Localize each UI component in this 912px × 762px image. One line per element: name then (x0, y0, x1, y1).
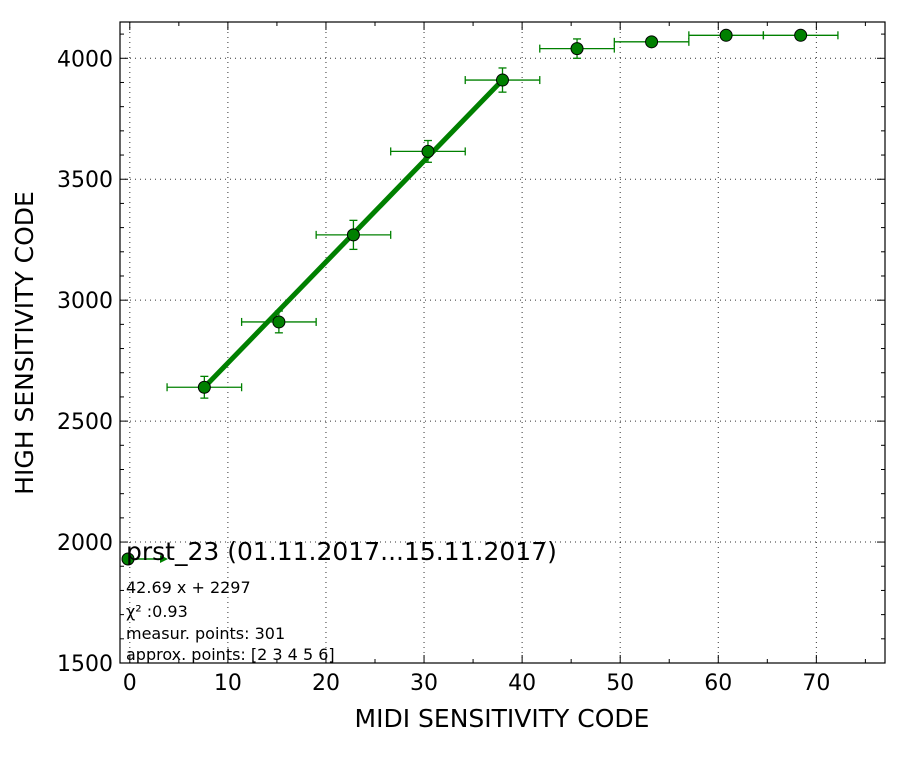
legend-title: prst_23 (01.11.2017...15.11.2017) (126, 537, 557, 566)
data-point-group (762, 28, 839, 42)
plot-frame (119, 21, 886, 664)
data-point (645, 35, 659, 49)
data-point (719, 28, 733, 42)
data-point (570, 42, 584, 56)
y-tick-label: 4000 (57, 47, 113, 72)
y-axis-title: HIGH SENSITIVITY CODE (10, 191, 39, 495)
x-tick-label: 0 (123, 671, 137, 696)
x-tick-label: 10 (214, 671, 242, 696)
y-tick-label: 1500 (57, 652, 113, 677)
axes-layer: 0 10 20 30 40 50 60 70 1500 2000 2500 3000 3500 4000 (57, 21, 886, 696)
y-tick-label: 2500 (57, 410, 113, 435)
data-point-group (464, 67, 541, 93)
data-point-group (166, 375, 243, 399)
data-point (197, 380, 211, 394)
data-point (346, 228, 360, 242)
legend-equation: 42.69 x + 2297 (126, 578, 251, 597)
grid-layer (120, 22, 885, 664)
y-tick-label: 3500 (57, 168, 113, 193)
data-point-group (315, 219, 392, 251)
legend-approx-points: approx. points: [2 3 4 5 6] (126, 645, 335, 664)
x-tick-label: 50 (606, 671, 634, 696)
data-point (496, 73, 509, 87)
legend-arrow-head (160, 555, 168, 563)
x-tick-label: 20 (312, 671, 340, 696)
data-points-layer (166, 28, 839, 399)
legend-chi2: χ² :0.93 (126, 602, 188, 621)
data-point-group (613, 35, 690, 49)
data-point (272, 315, 286, 329)
x-tick-label: 60 (704, 671, 732, 696)
legend: prst_23 (01.11.2017...15.11.2017) 42.69 … (121, 537, 557, 664)
y-tick-label: 2000 (57, 531, 113, 556)
data-point-group (688, 28, 765, 42)
data-point-group (539, 38, 615, 59)
data-point (794, 28, 808, 42)
x-tick-label: 30 (410, 671, 438, 696)
x-tick-label: 70 (802, 671, 830, 696)
legend-measur-points: measur. points: 301 (126, 624, 285, 643)
x-axis-title: MIDI SENSITIVITY CODE (355, 704, 650, 733)
data-point-group (240, 310, 317, 334)
data-point-group (390, 139, 466, 163)
data-point (421, 144, 435, 158)
y-tick-label: 3000 (57, 289, 113, 314)
x-tick-label: 40 (508, 671, 536, 696)
